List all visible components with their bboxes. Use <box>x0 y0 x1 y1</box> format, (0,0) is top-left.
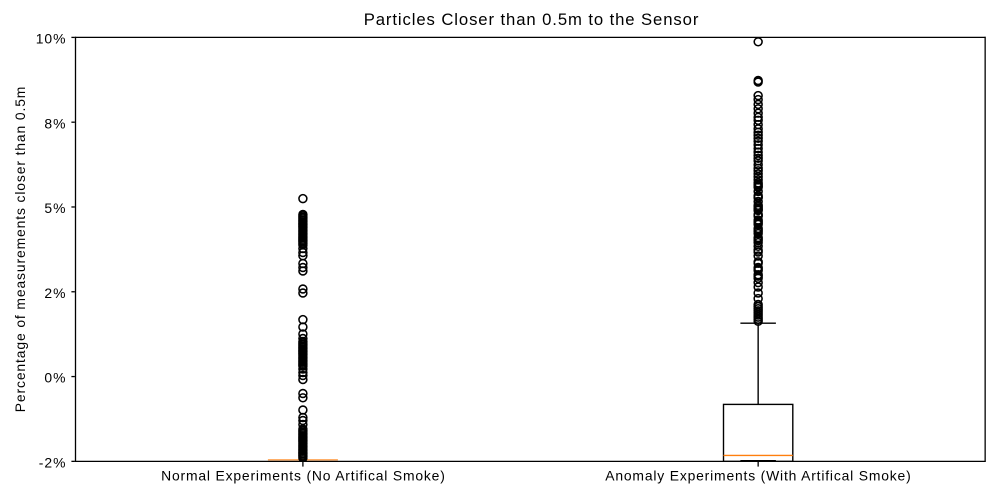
svg-text:Percentage of measurements clo: Percentage of measurements closer than 0… <box>12 86 28 412</box>
svg-text:Anomaly Experiments (With Arti: Anomaly Experiments (With Artifical Smok… <box>605 468 911 484</box>
svg-text:8%: 8% <box>44 115 66 131</box>
svg-text:10%: 10% <box>36 31 67 47</box>
svg-text:5%: 5% <box>44 200 66 216</box>
svg-text:-2%: -2% <box>39 455 67 471</box>
svg-text:Normal Experiments (No Artific: Normal Experiments (No Artifical Smoke) <box>161 468 446 484</box>
svg-text:2%: 2% <box>44 285 66 301</box>
svg-text:Particles Closer than 0.5m to: Particles Closer than 0.5m to the Sensor <box>364 10 700 29</box>
svg-text:0%: 0% <box>44 370 66 386</box>
